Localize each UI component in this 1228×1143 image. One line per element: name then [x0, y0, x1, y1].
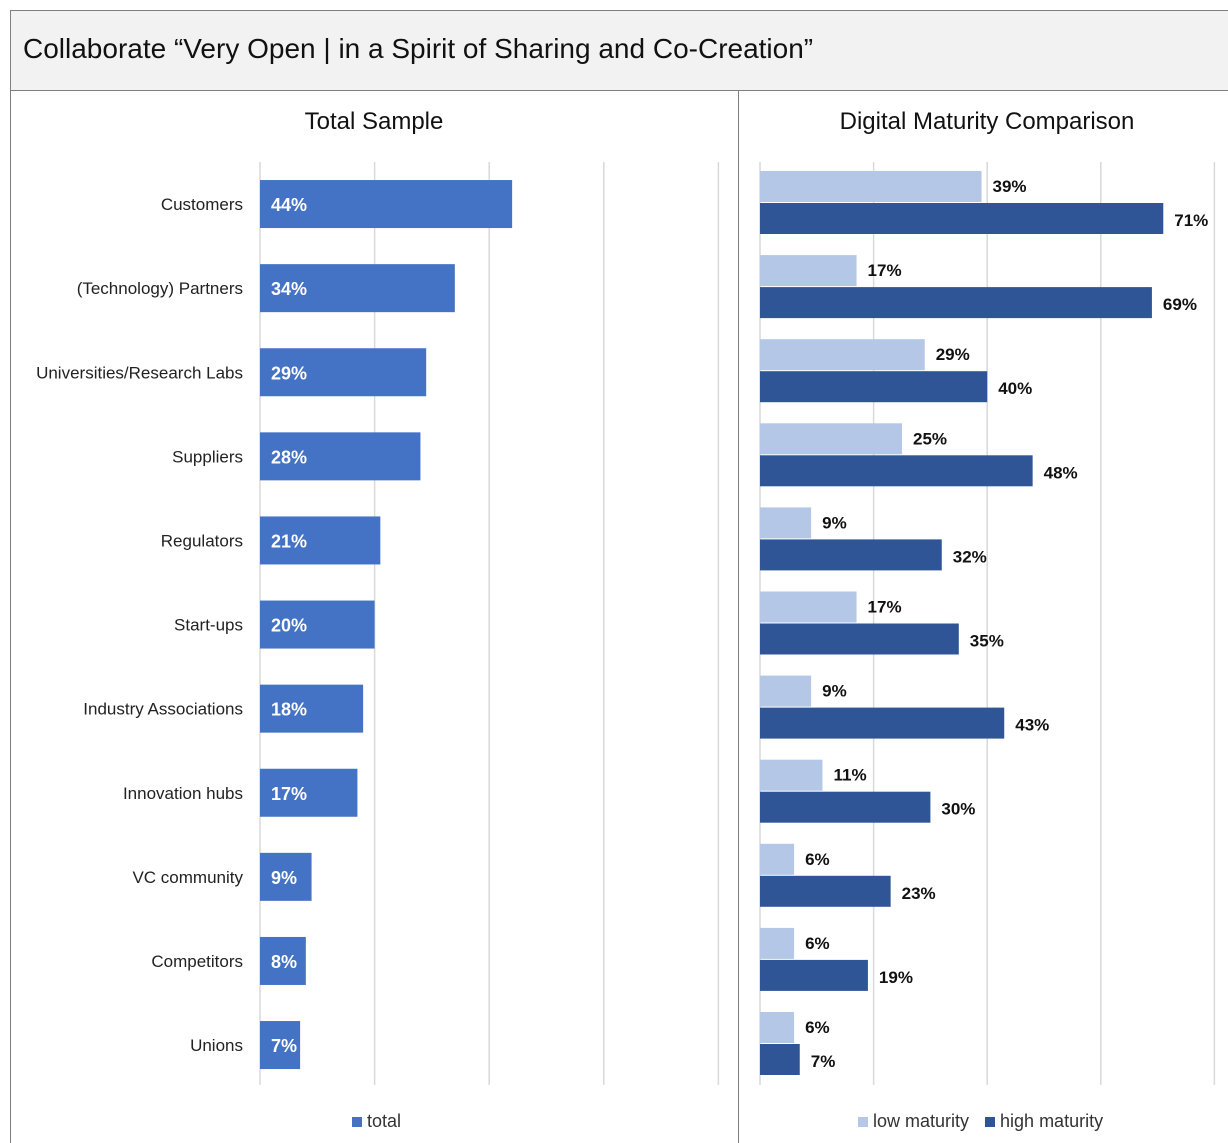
bar-low-maturity-industry-associations [760, 675, 812, 707]
right-legend: low maturity high maturity [858, 1111, 1119, 1132]
bar-total-unions [260, 1021, 301, 1070]
category-label-technology-partners: (Technology) Partners [77, 279, 243, 298]
data-label-low-maturity-suppliers: 25% [913, 429, 947, 448]
data-label-high-maturity-technology-partners: 69% [1163, 295, 1197, 314]
bar-low-maturity-vc-community [760, 843, 795, 875]
data-label-high-maturity-competitors: 19% [879, 968, 913, 987]
data-label-low-maturity-customers: 39% [993, 177, 1027, 196]
bar-total-technology-partners [260, 264, 455, 313]
data-label-high-maturity-industry-associations: 43% [1015, 716, 1049, 735]
bar-high-maturity-innovation-hubs [760, 791, 931, 823]
panel-divider [738, 91, 739, 1143]
bar-high-maturity-competitors [760, 959, 868, 991]
data-label-total-technology-partners: 34% [271, 279, 307, 299]
bar-high-maturity-technology-partners [760, 287, 1152, 319]
page-title: Collaborate “Very Open | in a Spirit of … [23, 33, 814, 64]
category-label-vc-community: VC community [132, 868, 243, 887]
legend-swatch-total [352, 1116, 362, 1127]
bar-high-maturity-unions [760, 1044, 800, 1075]
legend-item-high: high maturity [985, 1111, 1103, 1132]
legend-label-total: total [367, 1111, 402, 1131]
category-label-competitors: Competitors [151, 952, 243, 971]
data-label-high-maturity-regulators: 32% [953, 547, 987, 566]
data-label-high-maturity-start-ups: 35% [970, 632, 1004, 651]
bar-high-maturity-customers [760, 203, 1164, 234]
category-label-unions: Unions [190, 1036, 243, 1055]
bar-total-regulators [260, 516, 381, 565]
category-label-customers: Customers [161, 195, 243, 214]
data-label-low-maturity-innovation-hubs: 11% [833, 766, 866, 785]
bar-high-maturity-universities-research-labs [760, 371, 988, 403]
bar-total-industry-associations [260, 684, 364, 733]
bar-low-maturity-regulators [760, 507, 812, 539]
data-label-low-maturity-regulators: 9% [822, 513, 847, 532]
data-label-high-maturity-suppliers: 48% [1044, 463, 1078, 482]
data-label-high-maturity-vc-community: 23% [902, 884, 936, 903]
bar-low-maturity-innovation-hubs [760, 759, 823, 791]
bar-total-start-ups [260, 600, 375, 649]
bar-high-maturity-start-ups [760, 623, 959, 655]
bar-low-maturity-suppliers [760, 423, 902, 455]
chart-frame [10, 10, 1228, 1143]
data-label-low-maturity-competitors: 6% [805, 934, 830, 953]
data-label-low-maturity-universities-research-labs: 29% [936, 345, 970, 364]
data-label-high-maturity-customers: 71% [1174, 211, 1208, 230]
legend-label-low: low maturity [873, 1111, 970, 1131]
left-panel-title: Total Sample [304, 108, 444, 135]
bar-high-maturity-industry-associations [760, 707, 1005, 739]
bar-low-maturity-customers [760, 171, 982, 202]
bar-low-maturity-unions [760, 1012, 795, 1043]
bar-low-maturity-competitors [760, 927, 795, 959]
data-label-low-maturity-unions: 6% [805, 1018, 830, 1037]
bar-high-maturity-suppliers [760, 455, 1033, 487]
data-label-total-suppliers: 28% [271, 447, 307, 467]
data-label-low-maturity-technology-partners: 17% [868, 261, 902, 280]
data-label-total-start-ups: 20% [271, 616, 307, 636]
bar-total-suppliers [260, 432, 421, 481]
data-label-low-maturity-vc-community: 6% [805, 850, 830, 869]
data-label-total-industry-associations: 18% [271, 700, 307, 720]
category-label-regulators: Regulators [161, 531, 243, 550]
data-label-high-maturity-innovation-hubs: 30% [941, 800, 975, 819]
bar-total-innovation-hubs [260, 768, 358, 817]
data-label-low-maturity-start-ups: 17% [868, 598, 902, 617]
legend-swatch-low [858, 1116, 868, 1127]
bar-low-maturity-technology-partners [760, 255, 857, 287]
bar-total-customers [260, 180, 513, 229]
data-label-total-competitors: 8% [271, 952, 297, 972]
title-bar: Collaborate “Very Open | in a Spirit of … [11, 11, 1228, 91]
right-panel-title: Digital Maturity Comparison [839, 108, 1135, 135]
bar-total-universities-research-labs [260, 348, 427, 397]
legend-item-total: total [352, 1111, 401, 1132]
bar-low-maturity-universities-research-labs [760, 339, 925, 371]
category-label-start-ups: Start-ups [174, 616, 243, 635]
data-label-total-innovation-hubs: 17% [271, 784, 307, 804]
bar-total-vc-community [260, 852, 312, 901]
left-legend: total [352, 1111, 417, 1132]
category-label-suppliers: Suppliers [172, 447, 243, 466]
data-label-high-maturity-universities-research-labs: 40% [998, 379, 1032, 398]
bar-total-competitors [260, 936, 306, 985]
data-label-total-regulators: 21% [271, 531, 307, 551]
data-label-total-vc-community: 9% [271, 868, 297, 888]
legend-label-high: high maturity [1000, 1111, 1104, 1131]
legend-item-low: low maturity [858, 1111, 969, 1132]
bar-low-maturity-start-ups [760, 591, 857, 623]
data-label-low-maturity-industry-associations: 9% [822, 682, 847, 701]
legend-swatch-high [985, 1116, 996, 1127]
bar-high-maturity-vc-community [760, 875, 891, 907]
data-label-total-unions: 7% [271, 1036, 297, 1056]
category-label-industry-associations: Industry Associations [83, 700, 243, 719]
data-label-high-maturity-unions: 7% [811, 1052, 836, 1071]
category-label-innovation-hubs: Innovation hubs [123, 784, 243, 803]
category-label-universities-research-labs: Universities/Research Labs [36, 363, 243, 382]
data-label-total-customers: 44% [271, 195, 307, 215]
bar-high-maturity-regulators [760, 539, 942, 571]
data-label-total-universities-research-labs: 29% [271, 363, 307, 383]
